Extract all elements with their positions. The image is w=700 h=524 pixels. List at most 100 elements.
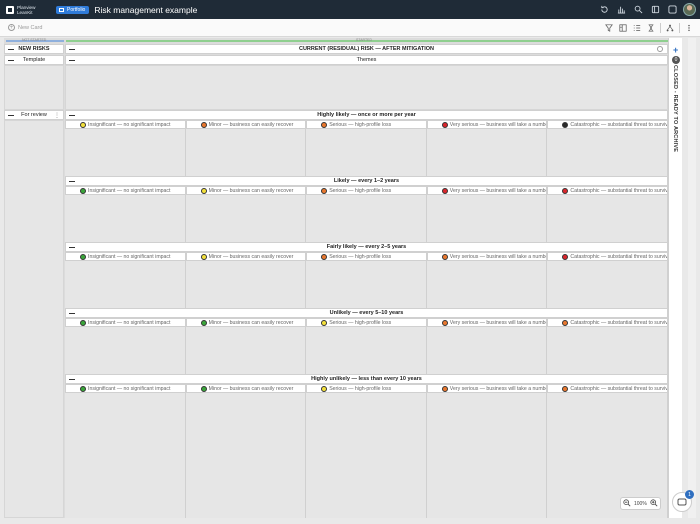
more-options-icon[interactable] xyxy=(683,22,694,33)
collapse-icon[interactable] xyxy=(69,313,75,315)
risk-cell-drop-area[interactable] xyxy=(306,195,427,242)
risk-cell-drop-area[interactable] xyxy=(185,195,307,242)
impact-lane-header[interactable]: Very serious — business will take a numb… xyxy=(426,318,548,327)
collapse-icon[interactable] xyxy=(8,49,14,51)
risk-cell-drop-area[interactable] xyxy=(65,261,186,308)
impact-lane-header[interactable]: Very serious — business will take a numb… xyxy=(426,384,548,393)
impact-lane-header[interactable]: Minor — business can easily recover xyxy=(185,384,307,393)
zoom-out-icon[interactable] xyxy=(623,498,631,509)
collapse-icon[interactable] xyxy=(69,49,75,51)
impact-lane-header[interactable]: Very serious — business will take a numb… xyxy=(426,252,548,261)
impact-lane-header[interactable]: Catastrophic — substantial threat to sur… xyxy=(547,186,668,195)
collapse-icon[interactable] xyxy=(69,181,75,183)
risk-cell-drop-area[interactable] xyxy=(306,393,427,518)
lane-current-risk-header[interactable]: CURRENT (RESIDUAL) RISK — AFTER MITIGATI… xyxy=(65,44,668,54)
impact-lane-header[interactable]: Catastrophic — substantial threat to sur… xyxy=(547,318,668,327)
collapse-icon[interactable] xyxy=(8,115,14,117)
risk-cell-drop-area[interactable] xyxy=(65,327,186,374)
likelihood-row-header[interactable]: Highly likely — once or more per year xyxy=(65,110,668,120)
impact-lane-header[interactable]: Insignificant — no significant impact xyxy=(65,252,186,261)
help-badge: 1 xyxy=(685,490,694,499)
impact-lane-header[interactable]: Serious — high-profile loss xyxy=(306,120,427,129)
risk-cell-drop-area[interactable] xyxy=(306,261,427,308)
board-canvas: NOT STARTED STARTED NEW RISKS Template F… xyxy=(4,38,682,518)
risk-cell-drop-area[interactable] xyxy=(426,327,548,374)
impact-lane-header[interactable]: Insignificant — no significant impact xyxy=(65,384,186,393)
risk-cell-drop-area[interactable] xyxy=(547,129,668,176)
impact-lane-header[interactable]: Minor — business can easily recover xyxy=(185,186,307,195)
impact-lane-header[interactable]: Minor — business can easily recover xyxy=(185,252,307,261)
collapse-icon[interactable] xyxy=(69,247,75,249)
impact-lane-header[interactable]: Catastrophic — substantial threat to sur… xyxy=(547,252,668,261)
impact-lane-header[interactable]: Very serious — business will take a numb… xyxy=(426,186,548,195)
impact-lane-header[interactable]: Minor — business can easily recover xyxy=(185,318,307,327)
impact-lane-header[interactable]: Insignificant — no significant impact xyxy=(65,120,186,129)
collapse-icon[interactable] xyxy=(69,60,75,62)
closed-column[interactable]: + 0 CLOSED - READY TO ARCHIVE xyxy=(668,38,682,518)
lane-new-risks-header[interactable]: NEW RISKS xyxy=(4,44,64,54)
risk-cell-drop-area[interactable] xyxy=(426,393,548,518)
filter-icon[interactable] xyxy=(603,22,614,33)
impact-lane-header[interactable]: Serious — high-profile loss xyxy=(306,318,427,327)
reports-icon[interactable] xyxy=(615,3,628,16)
lane-themes-header[interactable]: Themes xyxy=(65,55,668,65)
risk-cell-drop-area[interactable] xyxy=(185,129,307,176)
risk-cell-drop-area[interactable] xyxy=(547,327,668,374)
impact-lane-header[interactable]: Serious — high-profile loss xyxy=(306,186,427,195)
new-card-label: New Card xyxy=(18,24,43,31)
list-view-icon[interactable] xyxy=(631,22,642,33)
risk-cell-drop-area[interactable] xyxy=(426,195,548,242)
apps-icon[interactable] xyxy=(666,3,679,16)
vertical-scrollbar[interactable] xyxy=(688,38,696,518)
lane-menu-icon[interactable]: ⋮ xyxy=(54,113,60,119)
connections-icon[interactable] xyxy=(664,22,675,33)
impact-lane-header[interactable]: Catastrophic — substantial threat to sur… xyxy=(547,384,668,393)
risk-cell-drop-area[interactable] xyxy=(547,195,668,242)
impact-lane-header[interactable]: Serious — high-profile loss xyxy=(306,252,427,261)
risk-level-dot-icon xyxy=(562,187,569,194)
risk-cell-drop-area[interactable] xyxy=(185,393,307,518)
risk-cell-drop-area[interactable] xyxy=(65,129,186,176)
portfolio-badge[interactable]: Portfolio xyxy=(56,5,90,14)
impact-lane-header[interactable]: Very serious — business will take a numb… xyxy=(426,120,548,129)
likelihood-row-title: Fairly likely — every 2–5 years xyxy=(326,244,407,250)
zoom-in-icon[interactable] xyxy=(650,498,658,509)
for-review-drop-area[interactable] xyxy=(4,120,64,518)
lane-for-review-header[interactable]: For review ⋮ xyxy=(4,110,64,120)
risk-cell-drop-area[interactable] xyxy=(65,195,186,242)
risk-cell-drop-area[interactable] xyxy=(306,327,427,374)
impact-lane-header[interactable]: Insignificant — no significant impact xyxy=(65,318,186,327)
likelihood-row-header[interactable]: Likely — every 1–2 years xyxy=(65,176,668,186)
lane-template-header[interactable]: Template xyxy=(4,55,64,65)
collapse-icon[interactable] xyxy=(69,115,75,117)
timer-icon[interactable] xyxy=(645,22,656,33)
impact-lane-header[interactable]: Serious — high-profile loss xyxy=(306,384,427,393)
themes-drop-area[interactable] xyxy=(65,65,668,110)
activity-icon[interactable] xyxy=(598,3,611,16)
collapse-icon[interactable] xyxy=(8,60,14,62)
new-card-button[interactable]: + New Card xyxy=(8,24,42,31)
template-drop-area[interactable] xyxy=(4,65,64,110)
board-view-icon[interactable] xyxy=(617,22,628,33)
impact-lane-header[interactable]: Insignificant — no significant impact xyxy=(65,186,186,195)
likelihood-row-header[interactable]: Fairly likely — every 2–5 years xyxy=(65,242,668,252)
risk-cell-drop-area[interactable] xyxy=(306,129,427,176)
collapse-icon[interactable] xyxy=(69,379,75,381)
notifications-icon[interactable] xyxy=(649,3,662,16)
info-icon[interactable] xyxy=(657,46,663,52)
risk-cell-drop-area[interactable] xyxy=(185,261,307,308)
likelihood-row-header[interactable]: Unlikely — every 5–10 years xyxy=(65,308,668,318)
impact-lane-header[interactable]: Minor — business can easily recover xyxy=(185,120,307,129)
risk-cell-drop-area[interactable] xyxy=(185,327,307,374)
help-button[interactable]: 1 xyxy=(672,490,694,512)
risk-cell-drop-area[interactable] xyxy=(547,261,668,308)
likelihood-row-header[interactable]: Highly unlikely — less than every 10 yea… xyxy=(65,374,668,384)
risk-cell-drop-area[interactable] xyxy=(426,129,548,176)
search-icon[interactable] xyxy=(632,3,645,16)
app-logo[interactable]: Planview LeanKit xyxy=(6,5,48,15)
risk-cell-drop-area[interactable] xyxy=(426,261,548,308)
user-avatar[interactable] xyxy=(683,3,696,16)
risk-cell-drop-area[interactable] xyxy=(65,393,186,518)
impact-lane-header[interactable]: Catastrophic — substantial threat to sur… xyxy=(547,120,668,129)
expand-icon[interactable]: + xyxy=(673,45,679,55)
